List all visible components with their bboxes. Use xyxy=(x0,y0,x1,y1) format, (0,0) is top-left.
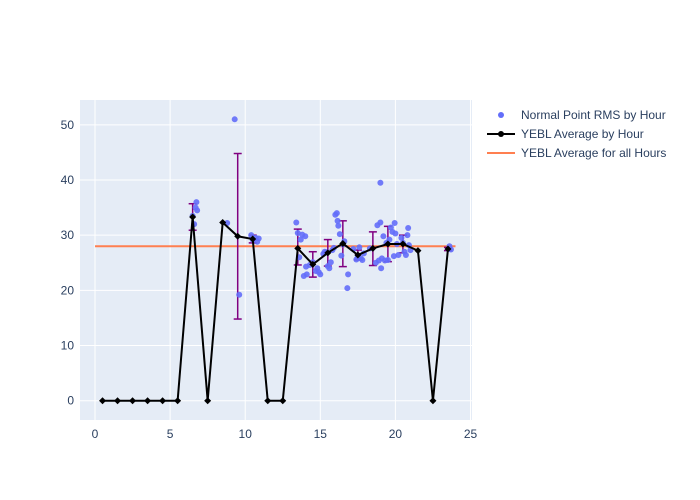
scatter-point xyxy=(193,199,200,206)
scatter-point xyxy=(404,232,411,239)
hourly-average-marker xyxy=(144,397,152,405)
hourly-average-marker xyxy=(294,244,302,252)
hourly-average-marker xyxy=(279,397,287,405)
hourly-average-marker xyxy=(369,244,377,252)
legend-swatch xyxy=(498,131,504,137)
hourly-average-marker xyxy=(159,397,167,405)
legend-item: Normal Point RMS by Hour xyxy=(498,108,666,122)
hourly-average-marker xyxy=(234,232,242,240)
y-tick-label: 10 xyxy=(61,339,75,353)
legend-label: Normal Point RMS by Hour xyxy=(521,108,666,122)
plot-background xyxy=(80,100,472,420)
scatter-point xyxy=(303,271,310,278)
legend-item: YEBL Average by Hour xyxy=(487,127,644,141)
hourly-average-marker xyxy=(99,397,107,405)
scatter-point xyxy=(293,219,300,226)
scatter-point xyxy=(255,235,262,242)
scatter-point xyxy=(336,231,343,238)
hourly-average-marker xyxy=(204,397,212,405)
scatter-point xyxy=(359,257,366,263)
hourly-average-marker xyxy=(399,240,407,248)
y-tick-label: 40 xyxy=(61,173,75,187)
scatter-point xyxy=(398,234,405,241)
scatter-point xyxy=(297,236,304,243)
x-tick-label: 15 xyxy=(314,427,328,441)
legend-label: YEBL Average by Hour xyxy=(521,127,644,141)
scatter-point xyxy=(327,259,334,266)
scatter-point xyxy=(302,233,309,240)
legend-label: YEBL Average for all Hours xyxy=(521,146,666,160)
y-tick-label: 20 xyxy=(61,283,75,297)
tick-labels: 0 10 20 30 40 50 0 5 10 15 20 25 xyxy=(61,118,478,441)
hourly-average-marker xyxy=(129,397,137,405)
x-tick-label: 5 xyxy=(167,427,174,441)
scatter-point xyxy=(378,265,385,272)
scatter-point xyxy=(338,252,345,259)
hourly-average-marker xyxy=(264,397,272,405)
scatter-point xyxy=(384,257,391,263)
x-tick-label: 25 xyxy=(464,427,478,441)
scatter-point xyxy=(326,265,333,272)
scatter-point xyxy=(402,252,409,259)
legend-item: YEBL Average for all Hours xyxy=(487,146,666,160)
gridlines xyxy=(80,100,472,420)
scatter-point xyxy=(294,229,301,236)
scatter-point xyxy=(377,219,384,226)
scatter-point xyxy=(335,222,342,229)
scatter-point xyxy=(194,207,201,214)
scatter-point xyxy=(377,179,384,186)
scatter-point xyxy=(333,210,340,217)
y-tick-label: 30 xyxy=(61,228,75,242)
scatter-point xyxy=(391,220,398,227)
scatter-point xyxy=(380,233,387,240)
hourly-average-marker xyxy=(414,247,422,255)
scatter-point xyxy=(236,291,243,298)
scatter-point xyxy=(344,285,351,292)
scatter-point xyxy=(345,271,352,278)
x-tick-label: 20 xyxy=(389,427,403,441)
scatter-point xyxy=(395,252,402,259)
scatter-point xyxy=(231,116,238,123)
scatter-point xyxy=(317,271,324,278)
hourly-average-line xyxy=(99,213,452,405)
legend-swatch xyxy=(498,112,504,118)
hourly-average-marker xyxy=(324,249,332,257)
scatter-point xyxy=(392,230,399,237)
scatter-point xyxy=(390,253,397,260)
hourly-average-marker xyxy=(429,397,437,405)
hourly-average-marker xyxy=(219,218,227,226)
hourly-average-marker xyxy=(444,245,452,253)
x-tick-label: 0 xyxy=(92,427,99,441)
hourly-average-marker xyxy=(384,240,392,248)
y-tick-label: 0 xyxy=(67,394,74,408)
scatter-point xyxy=(356,244,363,251)
hourly-average-marker xyxy=(354,251,362,259)
hourly-average-marker xyxy=(339,239,347,247)
x-tick-label: 10 xyxy=(239,427,253,441)
scatter-point xyxy=(405,225,412,231)
hourly-average-marker xyxy=(309,260,317,268)
scatter-point xyxy=(334,217,341,224)
hourly-average-marker xyxy=(114,397,122,405)
hourly-average-marker xyxy=(174,397,182,405)
y-tick-label: 50 xyxy=(61,118,75,132)
hourly-average-marker xyxy=(189,213,197,221)
legend: Normal Point RMS by Hour YEBL Average by … xyxy=(487,108,666,160)
hourly-average-marker xyxy=(249,235,257,243)
